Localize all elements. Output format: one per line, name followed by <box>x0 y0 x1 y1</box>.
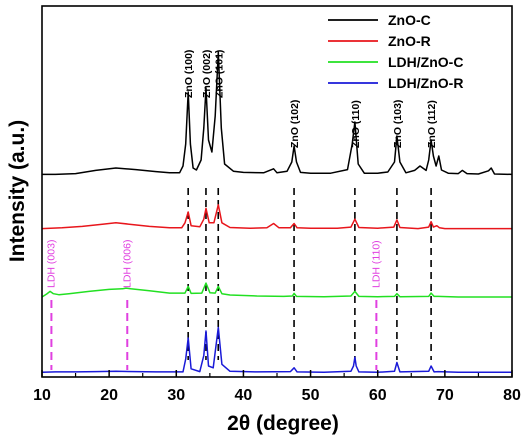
zno-peak-label: ZnO (002) <box>201 50 213 98</box>
x-tick-label: 30 <box>167 387 185 404</box>
series-line-1 <box>42 51 513 176</box>
ldh-peak-label: LDH (003) <box>45 240 57 288</box>
x-tick-label: 40 <box>235 387 253 404</box>
x-tick-label: 10 <box>33 387 51 404</box>
x-tick-label: 80 <box>503 387 521 404</box>
series-line-3 <box>41 282 512 298</box>
ldh-peak-label: LDH (006) <box>121 240 133 288</box>
zno-peak-label: ZnO (110) <box>350 100 362 148</box>
legend-label: LDH/ZnO-R <box>388 75 463 91</box>
series-lines <box>41 51 513 374</box>
series-line-2 <box>41 204 512 230</box>
zno-peak-label: ZnO (101) <box>213 50 225 98</box>
x-tick-label: 50 <box>302 387 320 404</box>
x-axis: 10 20 30 40 50 60 70 80 <box>33 370 521 404</box>
legend-label: LDH/ZnO-C <box>388 54 463 70</box>
peak-annotations: ZnO (100) ZnO (002) ZnO (101) ZnO (102) ZnO … <box>45 50 438 288</box>
dashed-guides <box>50 188 432 370</box>
series-line-4 <box>41 326 512 374</box>
x-tick-label: 20 <box>100 387 118 404</box>
zno-peak-label: ZnO (102) <box>289 100 301 148</box>
zno-peak-label: ZnO (112) <box>426 100 438 148</box>
zno-peak-label: ZnO (103) <box>392 100 404 148</box>
legend-label: ZnO-C <box>388 12 431 28</box>
y-axis-title: Intensity (a.u.) <box>6 120 29 262</box>
ldh-peak-label: LDH (110) <box>370 240 382 288</box>
x-tick-label: 60 <box>369 387 387 404</box>
x-tick-label: 70 <box>436 387 454 404</box>
zno-peak-label: ZnO (100) <box>183 50 195 98</box>
legend: ZnO-C ZnO-R LDH/ZnO-C LDH/ZnO-R <box>328 12 463 91</box>
x-axis-title: 2θ (degree) <box>227 412 339 435</box>
legend-label: ZnO-R <box>388 33 431 49</box>
